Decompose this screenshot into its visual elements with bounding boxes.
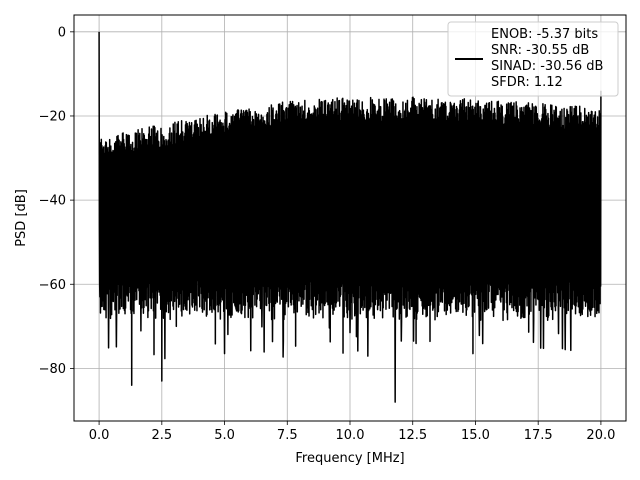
legend-line-snr: SNR: -30.55 dB (491, 43, 589, 58)
y-axis-label: PSD [dB] (14, 189, 29, 247)
plot-area (98, 31, 602, 403)
psd-series-line (98, 31, 602, 403)
y-tick-label: −80 (39, 362, 66, 377)
y-tick-label: −40 (39, 194, 66, 209)
x-tick-label: 5.0 (214, 428, 235, 443)
x-tick-label: 0.0 (89, 428, 110, 443)
legend-line-sfdr: SFDR: 1.12 (491, 75, 563, 90)
x-tick-label: 7.5 (277, 428, 298, 443)
x-tick-label: 2.5 (151, 428, 172, 443)
y-tick-label: 0 (58, 25, 66, 40)
legend: ENOB: -5.37 bits SNR: -30.55 dB SINAD: -… (447, 21, 619, 97)
legend-line-enob: ENOB: -5.37 bits (491, 27, 598, 42)
legend-line-sinad: SINAD: -30.56 dB (491, 59, 603, 74)
x-axis-label: Frequency [MHz] (295, 451, 404, 466)
x-tick-label: 15.0 (461, 428, 490, 443)
y-tick-label: −60 (39, 278, 66, 293)
x-tick-label: 12.5 (398, 428, 427, 443)
y-tick-label: −20 (39, 109, 66, 124)
x-tick-label: 10.0 (336, 428, 365, 443)
x-tick-label: 17.5 (524, 428, 553, 443)
axis-ticks: 0.0 2.5 5.0 7.5 10.0 12.5 15.0 17.5 20.0 0 −20 −40 −… (39, 25, 616, 443)
x-tick-label: 20.0 (586, 428, 615, 443)
legend-box (447, 21, 619, 97)
